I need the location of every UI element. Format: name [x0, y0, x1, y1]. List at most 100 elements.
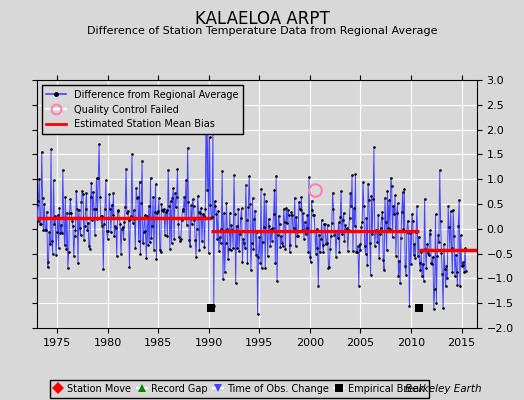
- Point: [70, 233, 79, 240]
- Point: [93, 216, 102, 222]
- Point: [64, 265, 72, 272]
- Point: [293, 233, 301, 239]
- Point: [322, 241, 330, 247]
- Point: [405, 228, 413, 235]
- Point: [193, 226, 201, 233]
- Point: [157, 249, 165, 255]
- Point: [97, 222, 106, 229]
- Point: [331, 228, 340, 234]
- Point: [423, 241, 431, 247]
- Point: [294, 233, 302, 240]
- Point: [319, 242, 327, 248]
- Point: [115, 214, 124, 221]
- Point: [453, 282, 462, 288]
- Point: [400, 186, 409, 192]
- Point: [197, 205, 205, 211]
- Point: [74, 260, 82, 266]
- Point: [424, 249, 432, 256]
- Point: [66, 196, 74, 202]
- Point: [254, 311, 262, 318]
- Point: [341, 222, 350, 228]
- Point: [55, 205, 63, 211]
- Point: [187, 202, 195, 209]
- Point: [59, 215, 68, 222]
- Point: [323, 222, 332, 228]
- Point: [192, 254, 200, 260]
- Point: [32, 202, 41, 208]
- Point: [454, 222, 463, 229]
- Point: [206, 202, 214, 208]
- Point: [273, 278, 281, 284]
- Point: [338, 230, 346, 237]
- Point: [40, 201, 48, 207]
- Point: [461, 245, 469, 252]
- Point: [100, 220, 108, 227]
- Point: [215, 234, 224, 240]
- Point: [387, 182, 396, 189]
- Point: [345, 215, 354, 221]
- Point: [168, 194, 177, 201]
- Point: [38, 195, 47, 201]
- Point: [114, 208, 123, 214]
- Point: [351, 171, 359, 178]
- Point: [81, 206, 90, 212]
- Point: [462, 268, 470, 274]
- Point: [365, 197, 373, 204]
- Point: [395, 258, 403, 264]
- Point: [246, 201, 254, 207]
- Point: [403, 218, 412, 224]
- Point: [325, 264, 333, 270]
- Point: [37, 221, 45, 227]
- Point: [446, 208, 455, 215]
- Point: [425, 230, 434, 237]
- Point: [358, 219, 366, 225]
- Point: [81, 223, 89, 229]
- Point: [301, 231, 310, 237]
- Point: [420, 196, 429, 202]
- Point: [102, 176, 110, 183]
- Point: [344, 227, 353, 233]
- Point: [266, 243, 275, 250]
- Point: [106, 206, 114, 213]
- Point: [167, 198, 175, 204]
- Point: [69, 222, 77, 229]
- Point: [163, 233, 171, 240]
- Point: [378, 209, 387, 216]
- Point: [268, 238, 276, 244]
- Point: [184, 198, 193, 205]
- Point: [96, 194, 104, 200]
- Point: [373, 226, 381, 233]
- Point: [200, 213, 208, 220]
- Point: [60, 242, 69, 248]
- Point: [383, 247, 391, 253]
- Point: [359, 203, 368, 210]
- Point: [34, 218, 42, 225]
- Point: [348, 172, 356, 178]
- Point: [222, 200, 231, 206]
- Point: [336, 214, 344, 220]
- Point: [305, 254, 314, 260]
- Point: [414, 234, 423, 240]
- Point: [359, 179, 367, 186]
- Point: [142, 255, 150, 261]
- Point: [225, 246, 233, 252]
- Point: [198, 238, 206, 244]
- Point: [169, 185, 178, 191]
- Point: [179, 208, 188, 214]
- Point: [151, 181, 160, 187]
- Point: [124, 208, 132, 214]
- Point: [244, 204, 253, 210]
- Point: [435, 167, 444, 174]
- Point: [339, 217, 347, 224]
- Point: [440, 241, 448, 248]
- Point: [270, 187, 279, 193]
- Point: [193, 192, 202, 199]
- Point: [344, 248, 352, 254]
- Point: [256, 260, 264, 266]
- Point: [392, 210, 401, 216]
- Point: [214, 208, 222, 214]
- Point: [217, 226, 225, 232]
- Point: [182, 177, 190, 184]
- Point: [305, 174, 313, 180]
- Point: [162, 207, 171, 214]
